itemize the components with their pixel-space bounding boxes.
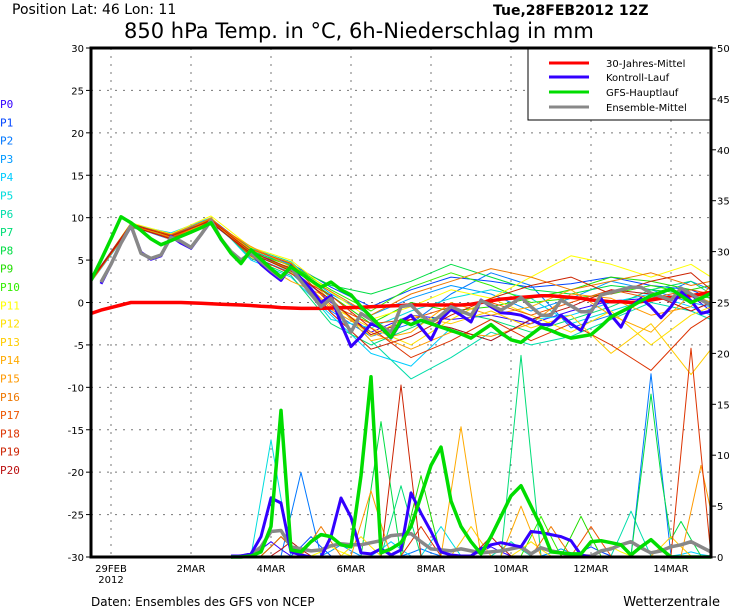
member-label-p7: P7 — [0, 226, 13, 239]
member-label-p1: P1 — [0, 116, 13, 129]
member-precip-line-p18 — [231, 347, 712, 557]
member-label-p3: P3 — [0, 153, 13, 166]
y-left-tick-label: 15 — [71, 171, 84, 182]
x-tick-label: 4MAR — [257, 564, 286, 575]
member-label-p5: P5 — [0, 190, 13, 203]
member-label-p11: P11 — [0, 299, 20, 312]
member-label-p18: P18 — [0, 427, 20, 440]
x-tick-label: 6MAR — [337, 564, 366, 575]
member-precip-line-p7 — [231, 354, 711, 557]
member-label-p13: P13 — [0, 336, 20, 349]
y-left-tick-label: 30 — [71, 44, 84, 55]
y-left-tick-label: 10 — [71, 214, 84, 225]
member-label-p4: P4 — [0, 171, 14, 184]
x-tick-label: 14MAR — [653, 564, 688, 575]
member-temp-line-p15 — [90, 221, 712, 350]
grid — [91, 48, 711, 557]
x-tick-label: 29FEB — [95, 564, 127, 575]
y-left-tick-label: 0 — [78, 299, 84, 310]
member-label-p12: P12 — [0, 318, 20, 331]
y-left-tick-label: 5 — [78, 256, 84, 267]
y-left-tick-label: -5 — [74, 341, 84, 352]
x-tick-label: 12MAR — [573, 564, 608, 575]
member-label-p15: P15 — [0, 373, 20, 386]
y-left-tick-label: -20 — [68, 468, 84, 479]
legend-label-gfs: GFS-Hauptlauf — [606, 88, 679, 99]
y-left-tick-label: -30 — [68, 553, 84, 564]
y-right-tick-label: 40 — [717, 146, 730, 157]
y-right-tick-label: 30 — [717, 248, 730, 259]
legend-label-control: Kontroll-Lauf — [606, 73, 670, 84]
legend-label-mean: Ensemble-Mittel — [606, 103, 687, 114]
member-temp-line-p16 — [90, 218, 712, 316]
member-label-p10: P10 — [0, 281, 20, 294]
y-right-tick-label: 0 — [717, 553, 723, 564]
member-label-p19: P19 — [0, 446, 20, 459]
y-left-tick-label: 20 — [71, 129, 84, 140]
member-label-p6: P6 — [0, 208, 13, 221]
y-left-tick-label: -15 — [68, 426, 84, 437]
y-right-tick-label: 50 — [717, 44, 730, 55]
member-temp-line-p7 — [90, 218, 712, 346]
member-label-p0: P0 — [0, 98, 13, 111]
member-labels: P0 P1 P2 P3 P4 P5 P6 P7 P8 P9 P10 P11 P12 P13 P14 P15 P1… — [0, 98, 20, 477]
y-right-tick-label: 45 — [717, 95, 730, 106]
chart-title: 850 hPa Temp. in °C, 6h-Niederschlag in … — [124, 19, 594, 43]
brand-label: Wetterzentrale — [623, 595, 720, 609]
legend: 30-Jahres-Mittel Kontroll-Lauf GFS-Haupt… — [527, 48, 711, 121]
gfs-main-temp-line — [89, 215, 712, 345]
y-left-tick-label: -25 — [68, 511, 84, 522]
member-label-p16: P16 — [0, 391, 20, 404]
member-label-p2: P2 — [0, 135, 13, 148]
position-label: Position Lat: 46 Lon: 11 — [12, 2, 176, 18]
member-temp-line-p4 — [90, 217, 712, 367]
ensemble-members — [90, 215, 712, 557]
data-source: Daten: Ensembles des GFS von NCEP — [91, 595, 315, 609]
y-left-tick-label: 25 — [71, 86, 84, 97]
y-right-tick-label: 35 — [717, 197, 730, 208]
member-label-p17: P17 — [0, 409, 20, 422]
member-precip-line-p8 — [231, 393, 711, 557]
control-temp-line — [99, 219, 712, 349]
y-right-tick-label: 15 — [717, 400, 730, 411]
y-right-tick-label: 5 — [717, 502, 723, 513]
x-tick-sublabel: 2012 — [98, 575, 123, 586]
y-axis-left: 30 25 20 15 10 5 0 -5 -10 -15 -20 -25 -30 — [68, 44, 91, 564]
y-right-tick-label: 25 — [717, 299, 730, 310]
plot-frame — [89, 46, 713, 559]
legend-label-climate: 30-Jahres-Mittel — [606, 59, 685, 70]
x-tick-label: 10MAR — [493, 564, 528, 575]
y-left-tick-label: -10 — [68, 383, 84, 394]
x-tick-label: 2MAR — [177, 564, 206, 575]
gfs-main-precip-line — [231, 375, 711, 559]
member-label-p20: P20 — [0, 464, 20, 477]
member-label-p9: P9 — [0, 263, 13, 276]
ensemble-mean-precip-line — [230, 528, 712, 559]
x-tick-label: 8MAR — [417, 564, 446, 575]
y-right-tick-label: 20 — [717, 349, 730, 360]
run-timestamp: Tue,28FEB2012 12Z — [493, 3, 649, 19]
member-label-p8: P8 — [0, 244, 13, 257]
member-label-p14: P14 — [0, 354, 20, 367]
y-right-tick-label: 10 — [717, 451, 730, 462]
ensemble-mean-temp-line — [99, 218, 712, 334]
